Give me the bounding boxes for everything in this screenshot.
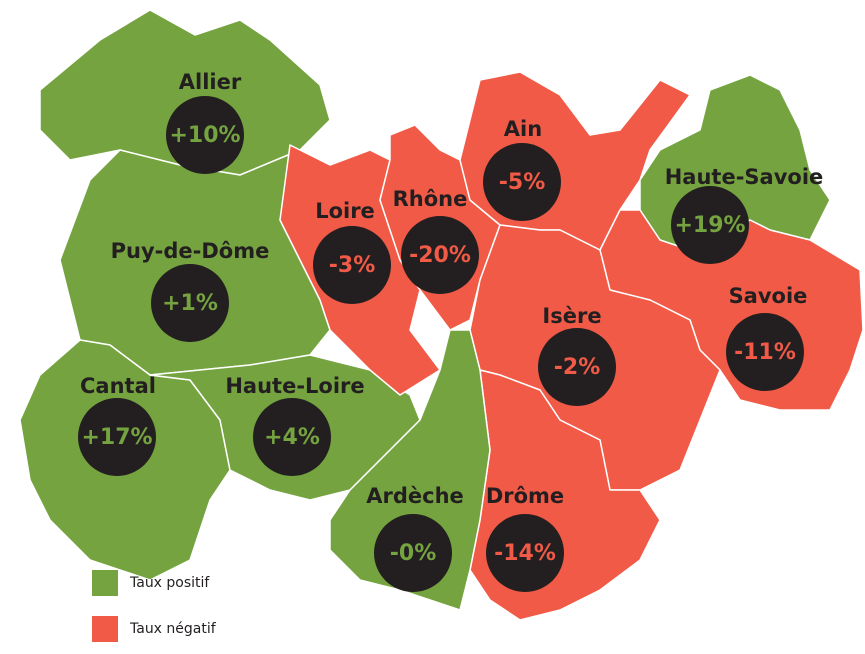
legend-label: Taux négatif (129, 621, 217, 637)
rate-badge (726, 313, 804, 391)
region-name: Rhône (393, 187, 468, 211)
region-name: Allier (179, 70, 242, 94)
region-rate: -14% (494, 541, 556, 566)
region (329, 329, 491, 611)
region-name: Savoie (729, 284, 808, 308)
labels: Allier +10% Puy-de-Dôme +1% Cantal +17% Haute-… (78, 70, 823, 592)
region-rate: +17% (81, 425, 152, 450)
rate-badge (166, 96, 244, 174)
region-name: Ain (504, 117, 542, 141)
rate-badge (78, 398, 156, 476)
rate-badge (486, 514, 564, 592)
region-rate: -0% (390, 541, 436, 566)
region-name: Isère (542, 304, 601, 328)
region-rate: -2% (554, 355, 600, 380)
region-name: Haute-Savoie (665, 165, 824, 189)
region-rate: -3% (329, 253, 375, 278)
rate-badge (671, 186, 749, 264)
region-name: Loire (315, 199, 375, 223)
region-rate: +4% (264, 425, 320, 450)
region-name: Cantal (80, 374, 156, 398)
region (39, 9, 331, 176)
rate-badge (538, 328, 616, 406)
rate-badge (401, 216, 479, 294)
rate-badge (151, 264, 229, 342)
region-rate: -5% (499, 170, 545, 195)
region-rate: -11% (734, 340, 796, 365)
rate-badge (483, 143, 561, 221)
rate-badge (253, 398, 331, 476)
region-name: Puy-de-Dôme (111, 239, 270, 263)
region-rate: +1% (162, 291, 218, 316)
legend-swatch (92, 570, 118, 596)
region-rate: +19% (674, 213, 745, 238)
region-name: Drôme (486, 484, 564, 508)
region-rate: +10% (169, 123, 240, 148)
legend-swatch (92, 616, 118, 642)
region-name: Haute-Loire (225, 374, 364, 398)
region-rate: -20% (409, 243, 471, 268)
legend-label: Taux positif (129, 575, 210, 591)
rate-badge (313, 226, 391, 304)
region-name: Ardèche (366, 484, 464, 508)
rate-badge (374, 514, 452, 592)
